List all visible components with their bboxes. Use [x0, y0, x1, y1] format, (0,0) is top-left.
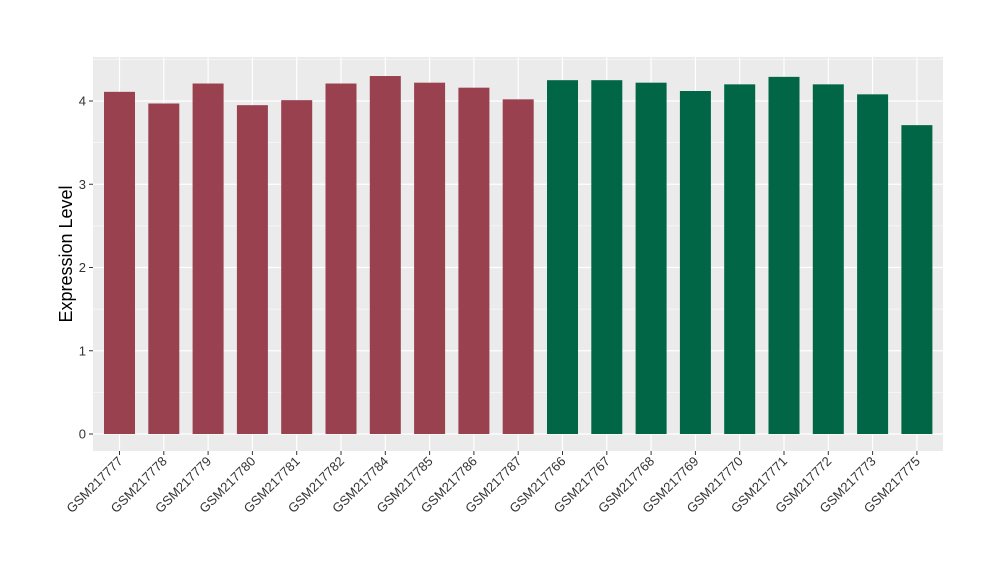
x-axis: GSM217777GSM217778GSM217779GSM217780GSM2… — [63, 451, 923, 516]
y-tick-label: 4 — [79, 94, 86, 109]
bar — [414, 82, 446, 434]
bar — [458, 87, 490, 435]
bar — [192, 83, 224, 434]
bar — [679, 91, 711, 434]
bar — [104, 91, 135, 434]
bar — [812, 84, 844, 434]
y-tick-label: 2 — [79, 260, 86, 275]
bar — [901, 125, 933, 434]
bar — [236, 105, 268, 434]
y-tick-label: 3 — [79, 177, 86, 192]
y-axis-title: Expression Level — [56, 185, 76, 322]
bar — [502, 99, 534, 435]
bar — [325, 83, 357, 434]
bar — [547, 80, 578, 434]
bars — [104, 76, 933, 435]
bar — [768, 76, 800, 435]
bar — [591, 80, 623, 434]
y-tick-label: 0 — [79, 427, 86, 442]
y-axis: 0 1 2 3 4 — [79, 94, 93, 442]
bar — [281, 100, 313, 434]
bar — [148, 103, 180, 434]
y-tick-label: 1 — [79, 343, 86, 358]
bar — [857, 94, 889, 434]
bar — [724, 84, 756, 434]
bar — [635, 82, 667, 434]
bar — [369, 76, 401, 435]
